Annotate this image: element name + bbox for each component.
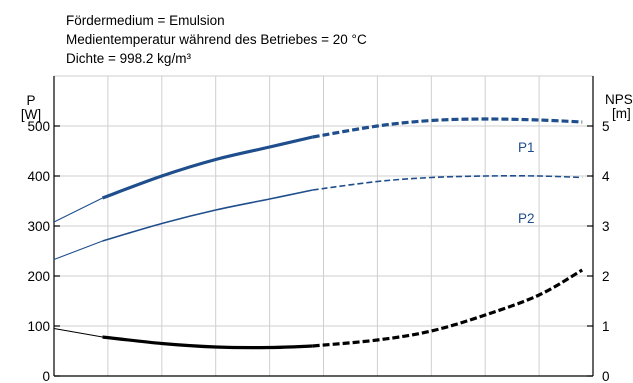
right-tick-label: 1 [602,319,610,334]
temperature-label: Medientemperatur während des Betriebes =… [66,32,367,47]
series-lines [53,117,584,350]
grid [54,75,593,376]
left-tick-label: 300 [27,219,50,234]
series-0-segment [312,117,583,139]
axis-labels: P [W] NPSH [m] P1 P2 [21,92,633,226]
series-1-segment [53,240,103,261]
series-2-segment [53,327,103,338]
right-tick-label: 0 [602,369,610,383]
series-0-segment [53,197,103,223]
axis-ticks: 0 100 200 300 400 500 0 1 2 3 4 5 [27,119,610,383]
series-0-segment [101,135,314,200]
right-axis-title: NPSH [605,92,633,107]
left-tick-label: 500 [27,119,50,134]
density-label: Dichte = 998.2 kg/m³ [66,51,191,66]
left-tick-label: 400 [27,169,50,184]
left-tick-label: 200 [27,269,50,284]
right-axis-unit: [m] [612,106,631,121]
series-1-segment [102,189,313,242]
series-label-p1: P1 [518,140,535,155]
right-tick-label: 2 [602,269,610,284]
series-2-segment [312,268,584,348]
series-2-segment [102,335,313,350]
medium-label: Fördermedium = Emulsion [66,13,225,28]
right-tick-label: 5 [602,119,610,134]
series-label-p2: P2 [518,211,535,226]
series-1-segment [312,175,583,191]
left-tick-label: 0 [42,369,50,383]
chart-header: Fördermedium = Emulsion Medientemperatur… [66,11,367,68]
right-tick-label: 3 [602,219,610,234]
left-axis-unit: [W] [21,107,41,122]
right-tick-label: 4 [602,169,610,184]
left-axis-title: P [26,93,35,108]
left-tick-label: 100 [27,319,50,334]
